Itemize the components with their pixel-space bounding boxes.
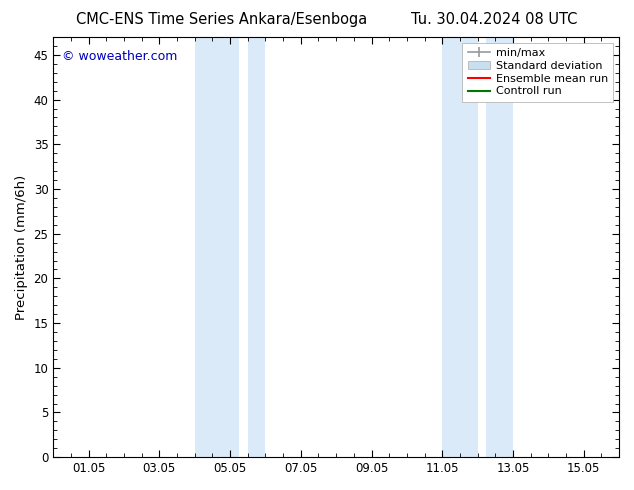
Bar: [248, 37, 266, 457]
Text: © woweather.com: © woweather.com: [61, 49, 177, 63]
Bar: [443, 37, 477, 457]
Y-axis label: Precipitation (mm/6h): Precipitation (mm/6h): [15, 174, 28, 319]
Bar: [195, 37, 239, 457]
Bar: [486, 37, 513, 457]
Legend: min/max, Standard deviation, Ensemble mean run, Controll run: min/max, Standard deviation, Ensemble me…: [462, 43, 614, 102]
Text: Tu. 30.04.2024 08 UTC: Tu. 30.04.2024 08 UTC: [411, 12, 578, 27]
Text: CMC-ENS Time Series Ankara/Esenboga: CMC-ENS Time Series Ankara/Esenboga: [76, 12, 368, 27]
